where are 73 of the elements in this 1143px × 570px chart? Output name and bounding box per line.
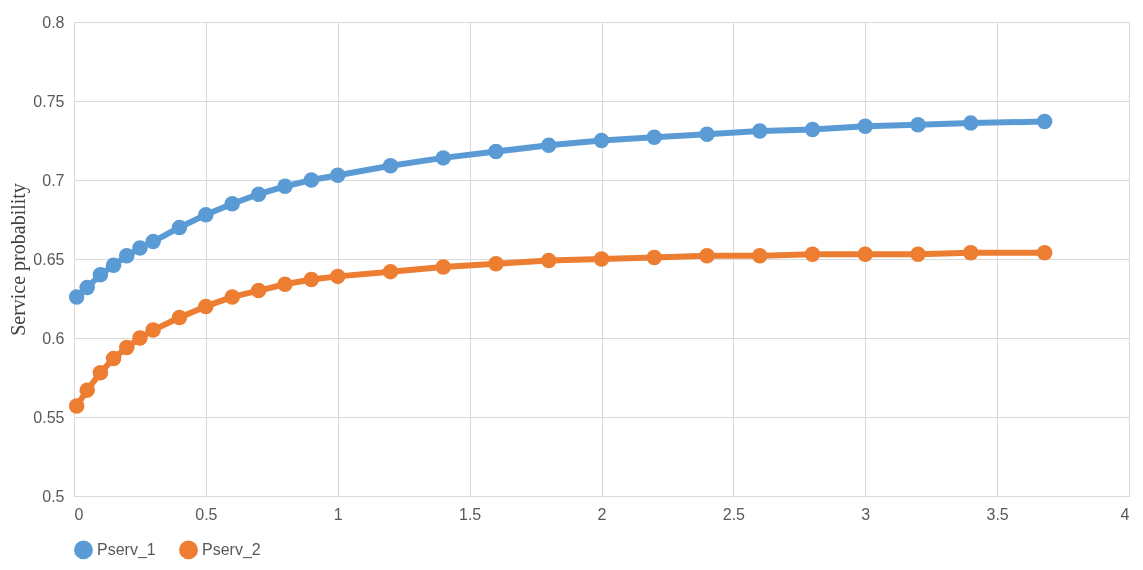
point	[224, 195, 240, 212]
x-tick-label: 3	[861, 505, 871, 523]
point	[435, 150, 451, 166]
point	[198, 298, 214, 315]
point	[303, 172, 320, 188]
point	[857, 118, 873, 135]
point	[541, 252, 557, 269]
point	[857, 246, 873, 262]
legend-label: Pserv_2	[202, 540, 261, 559]
y-tick-label: 0.65	[33, 250, 65, 268]
point	[330, 167, 346, 183]
x-tick-label: 0.5	[195, 505, 218, 523]
point	[277, 178, 293, 195]
y-axis-title: Service probability	[7, 183, 31, 336]
legend-label: Pserv_1	[97, 540, 156, 559]
x-tick-label: 1	[333, 505, 343, 523]
point	[250, 186, 267, 202]
point	[646, 129, 662, 146]
x-tick-label: 2	[597, 505, 607, 523]
point	[119, 248, 135, 264]
y-tick-label: 0.8	[42, 13, 65, 31]
point	[488, 256, 504, 272]
y-tick-label: 0.6	[42, 329, 65, 347]
point	[330, 268, 346, 285]
point	[804, 121, 821, 138]
y-tick-label: 0.75	[33, 92, 65, 110]
point	[382, 158, 399, 174]
point	[752, 123, 768, 139]
point	[963, 115, 979, 131]
point	[171, 309, 188, 326]
y-tick-label: 0.5	[42, 487, 65, 505]
point	[699, 126, 715, 142]
point	[435, 259, 451, 275]
x-tick-label: 2.5	[722, 505, 746, 523]
point	[277, 276, 293, 293]
x-tick-label: 1.5	[459, 505, 482, 523]
point	[250, 282, 267, 299]
point	[171, 219, 188, 236]
point	[963, 244, 979, 261]
point	[92, 365, 109, 381]
point	[132, 330, 148, 346]
point	[1036, 244, 1053, 261]
point	[68, 289, 85, 305]
point	[804, 246, 821, 262]
point	[105, 350, 122, 367]
y-tick-label: 0.55	[33, 408, 65, 426]
point	[145, 233, 161, 250]
point	[910, 246, 926, 262]
point	[224, 289, 240, 305]
point	[92, 267, 109, 283]
point	[1036, 113, 1053, 130]
point	[382, 263, 399, 280]
y-tick-label: 0.7	[42, 171, 65, 189]
point	[68, 398, 85, 414]
point	[910, 116, 926, 133]
x-tick-label: 0	[74, 505, 84, 523]
point	[119, 339, 135, 356]
point	[488, 143, 504, 160]
point	[646, 249, 662, 266]
point	[79, 382, 95, 398]
point	[699, 248, 715, 264]
point	[593, 132, 610, 149]
point	[752, 248, 768, 264]
point	[79, 279, 95, 296]
point	[105, 257, 122, 274]
point	[303, 271, 320, 288]
x-tick-label: 4	[1120, 505, 1130, 523]
point	[132, 240, 148, 256]
point	[541, 137, 557, 153]
x-tick-label: 3.5	[986, 505, 1009, 523]
point	[198, 207, 214, 223]
point	[593, 251, 610, 267]
point	[145, 322, 161, 338]
